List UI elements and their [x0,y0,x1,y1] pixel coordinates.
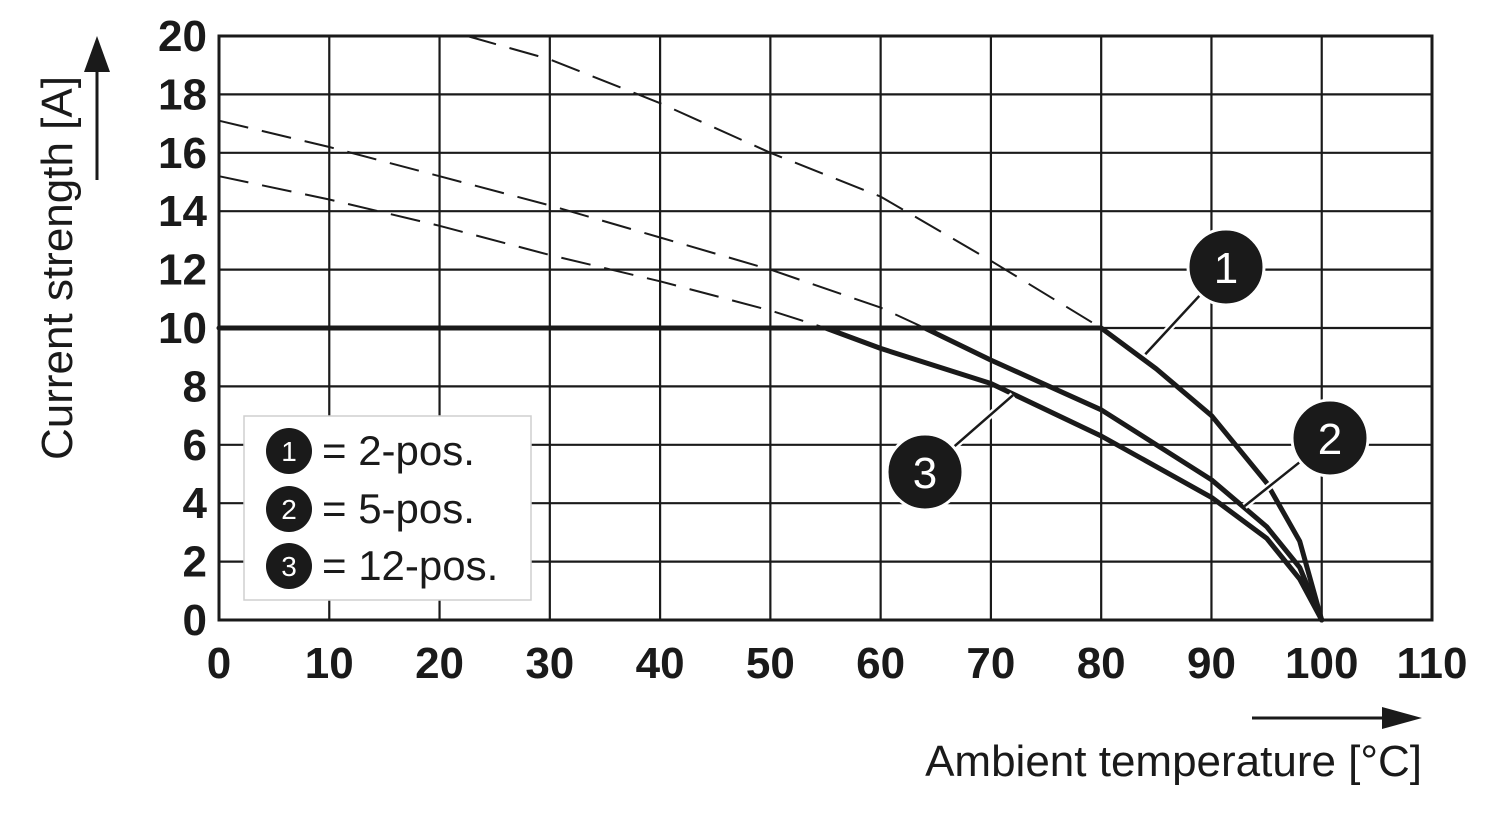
x-tick-label: 40 [636,639,685,688]
series-line-3 [823,325,1325,623]
series-line-2 [922,325,1325,623]
legend-marker-3-label: 3 [281,551,297,582]
y-tick-label: 10 [158,304,207,353]
callout-badge-1 [1186,227,1266,307]
curve-callouts: 1 2 3 [885,227,1370,512]
plot-frame [217,34,1434,622]
callout-badge-label-2: 2 [1318,415,1342,464]
y-axis-title: Current strength [A] [33,76,82,460]
y-tick-label: 12 [158,246,207,295]
x-tick-label: 80 [1077,639,1126,688]
legend: 1 = 2-pos. 2 = 5-pos. 3 = 12-pos. [243,415,532,601]
dashed-curve-3 [218,175,826,329]
dashed-curves [218,35,1102,329]
legend-text-3: = 12-pos. [322,542,498,589]
x-tick-label: 10 [305,639,354,688]
x-axis-title: Ambient temperature [°C] [925,737,1422,786]
x-tick-label: 100 [1285,639,1358,688]
callout-badge-label-3: 3 [913,449,937,498]
x-tick-label: 110 [1397,639,1468,688]
legend-marker-3 [266,543,312,589]
x-tick-label: 30 [525,639,574,688]
callout-badge-2 [1290,398,1370,478]
legend-marker-2 [266,486,312,532]
dashed-curve-2 [218,119,926,329]
x-tick-label: 70 [966,639,1015,688]
y-tick-label: 14 [158,187,207,236]
x-tick-label: 20 [415,639,464,688]
solid-curves [216,325,1325,623]
x-tick-label: 60 [856,639,905,688]
y-tick-label: 16 [158,129,207,178]
legend-entry-3: 3 = 12-pos. [266,542,498,589]
legend-text-1: = 2-pos. [322,427,475,474]
legend-marker-1-label: 1 [281,436,297,467]
y-tick-label: 6 [183,421,207,470]
x-tick-label: 50 [746,639,795,688]
y-tick-label: 18 [158,70,207,119]
x-tick-label: 90 [1187,639,1236,688]
y-tick-label: 2 [183,538,207,587]
y-tick-label: 0 [183,596,207,645]
x-axis-arrow-icon [1252,707,1422,729]
y-axis-arrow-icon [84,36,110,180]
callout-badge-3 [885,432,965,512]
legend-entry-1: 1 = 2-pos. [266,427,475,474]
x-tick-label: 0 [207,639,231,688]
series-line-1 [216,325,1325,623]
dashed-curve-1 [466,35,1102,329]
legend-marker-1 [266,428,312,474]
y-tick-label: 8 [183,362,207,411]
legend-marker-2-label: 2 [281,494,297,525]
callout-leader-2 [1243,459,1303,508]
y-tick-label: 4 [183,479,208,528]
y-tick-labels: 0 2 4 6 8 10 12 14 16 18 20 [158,12,207,645]
callout-leader-1 [1144,292,1203,356]
callout-badge-label-1: 1 [1214,244,1238,293]
x-tick-labels: 0 10 20 30 40 50 60 70 80 90 100 110 [207,639,1468,688]
callout-leader-3 [951,394,1014,450]
y-tick-label: 20 [158,12,207,61]
legend-text-2: = 5-pos. [322,485,475,532]
legend-entry-2: 2 = 5-pos. [266,485,475,532]
